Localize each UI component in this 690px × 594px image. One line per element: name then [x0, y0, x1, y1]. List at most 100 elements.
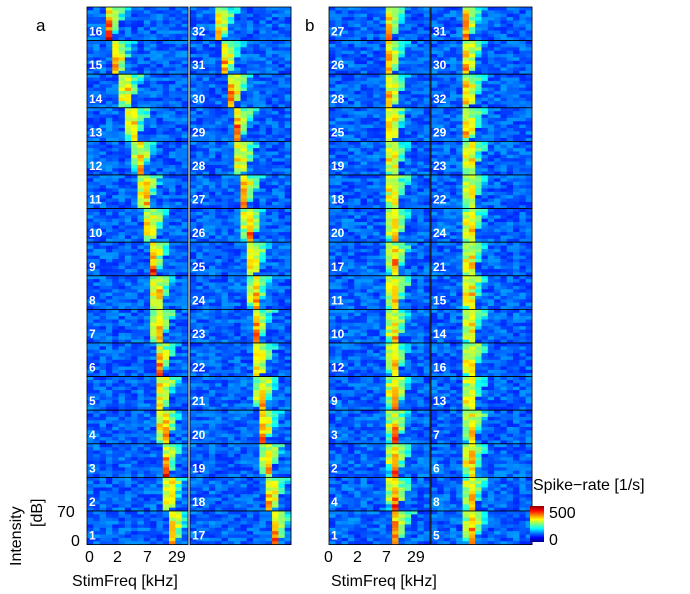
channel-heatmap: 15 [86, 40, 189, 75]
channel-number-label: 4 [89, 428, 96, 442]
channel-heatmap: 11 [86, 174, 189, 209]
channel-heatmap: 7 [86, 308, 189, 344]
channel-number-label: 27 [192, 193, 206, 207]
channel-number-label: 15 [89, 58, 103, 72]
x-tick-label: 7 [382, 549, 391, 566]
channel-number-label: 32 [433, 92, 447, 106]
x-tick-label: 0 [324, 549, 333, 566]
channel-heatmap: 13 [430, 376, 533, 411]
channel-number-label: 1 [331, 529, 338, 543]
channel-heatmap: 30 [189, 73, 292, 109]
x-tick-label: 0 [85, 549, 94, 566]
channel-number-label: 23 [192, 327, 206, 341]
channel-heatmap: 9 [328, 376, 431, 411]
channel-number-label: 4 [331, 495, 338, 509]
channel-heatmap: 2 [328, 443, 431, 478]
channel-heatmap: 21 [189, 376, 292, 411]
channel-number-label: 32 [192, 25, 206, 39]
channel-number-label: 22 [433, 193, 447, 207]
channel-heatmap: 25 [189, 241, 292, 277]
channel-heatmap: 27 [328, 6, 431, 41]
channel-heatmap: 12 [86, 140, 189, 176]
channel-number-label: 26 [331, 58, 345, 72]
channel-heatmap: 19 [328, 140, 431, 176]
channel-heatmap: 24 [189, 275, 292, 310]
channel-number-label: 26 [192, 226, 206, 240]
channel-number-label: 27 [331, 25, 345, 39]
channel-heatmap: 16 [86, 6, 189, 41]
x-tick-label: 2 [113, 549, 122, 566]
x-tick-label: 29 [168, 549, 186, 566]
channel-heatmap: 32 [430, 73, 533, 109]
channel-heatmap: 1 [328, 510, 431, 545]
x-ticks-a: 0 2 7 29 [85, 549, 186, 566]
x-tick-label: 2 [353, 549, 362, 566]
channel-heatmap: 10 [328, 308, 431, 344]
channel-number-label: 28 [331, 92, 345, 106]
channel-heatmap: 25 [328, 107, 431, 142]
channel-heatmap: 24 [430, 208, 533, 243]
channel-heatmap: 16 [430, 342, 533, 377]
channel-heatmap: 15 [430, 275, 533, 310]
x-tick-label: 7 [143, 549, 152, 566]
x-axis-title-a: StimFreq [kHz] [72, 573, 178, 590]
channel-heatmap: 2 [86, 476, 189, 512]
channel-heatmap: 8 [86, 275, 189, 310]
channel-number-label: 30 [192, 92, 206, 106]
channel-number-label: 17 [192, 529, 206, 543]
channel-heatmap: 31 [430, 6, 533, 41]
channel-number-label: 14 [89, 92, 103, 106]
channel-number-label: 11 [89, 193, 102, 207]
channel-heatmap: 18 [328, 174, 431, 209]
channel-heatmap: 21 [430, 241, 533, 277]
channel-number-label: 22 [192, 361, 206, 375]
channel-heatmap: 22 [430, 174, 533, 209]
channel-heatmap: 3 [86, 443, 189, 478]
channel-heatmap: 6 [86, 342, 189, 377]
channel-number-label: 10 [89, 226, 103, 240]
channel-number-label: 30 [433, 58, 447, 72]
channel-number-label: 8 [89, 293, 96, 307]
channel-number-label: 9 [89, 260, 96, 274]
channel-number-label: 13 [89, 125, 103, 139]
channel-number-label: 3 [331, 428, 338, 442]
channel-heatmap: 19 [189, 443, 292, 478]
channel-heatmap: 4 [86, 409, 189, 445]
channel-heatmap: 7 [430, 409, 533, 445]
channel-heatmap: 12 [328, 342, 431, 377]
channel-number-label: 18 [331, 193, 345, 207]
channel-heatmap: 22 [189, 342, 292, 377]
channel-number-label: 7 [89, 327, 96, 341]
channel-number-label: 5 [89, 394, 96, 408]
y-tick-70: 70 [57, 504, 75, 521]
channel-number-label: 21 [433, 260, 447, 274]
channel-number-label: 18 [192, 495, 206, 509]
channel-number-label: 5 [433, 529, 440, 543]
channel-number-label: 21 [192, 394, 206, 408]
panel-a-label: a [36, 16, 46, 35]
channel-number-label: 16 [89, 25, 103, 39]
channel-number-label: 29 [433, 125, 447, 139]
channel-heatmap: 27 [189, 174, 292, 209]
colorbar [530, 506, 544, 542]
colorbar-min-label: 0 [549, 532, 558, 549]
channel-heatmap: 23 [430, 140, 533, 176]
channel-number-label: 7 [433, 428, 440, 442]
channel-heatmap: 20 [328, 208, 431, 243]
heatmap-panels: 1615141312111098765432132313029282726252… [86, 6, 533, 545]
x-ticks-b: 0 2 7 29 [324, 549, 425, 566]
channel-number-label: 12 [331, 361, 345, 375]
channel-heatmap: 13 [86, 107, 189, 142]
colorbar-title: Spike−rate [1/s] [533, 477, 645, 494]
channel-number-label: 25 [331, 125, 345, 139]
channel-number-label: 6 [433, 461, 440, 475]
channel-number-label: 19 [331, 159, 345, 173]
channel-heatmap: 26 [328, 40, 431, 75]
channel-number-label: 31 [433, 25, 447, 39]
channel-heatmap: 32 [189, 6, 292, 41]
channel-number-label: 25 [192, 260, 206, 274]
channel-heatmap: 14 [430, 308, 533, 344]
channel-number-label: 20 [331, 226, 345, 240]
channel-number-label: 1 [89, 529, 96, 543]
